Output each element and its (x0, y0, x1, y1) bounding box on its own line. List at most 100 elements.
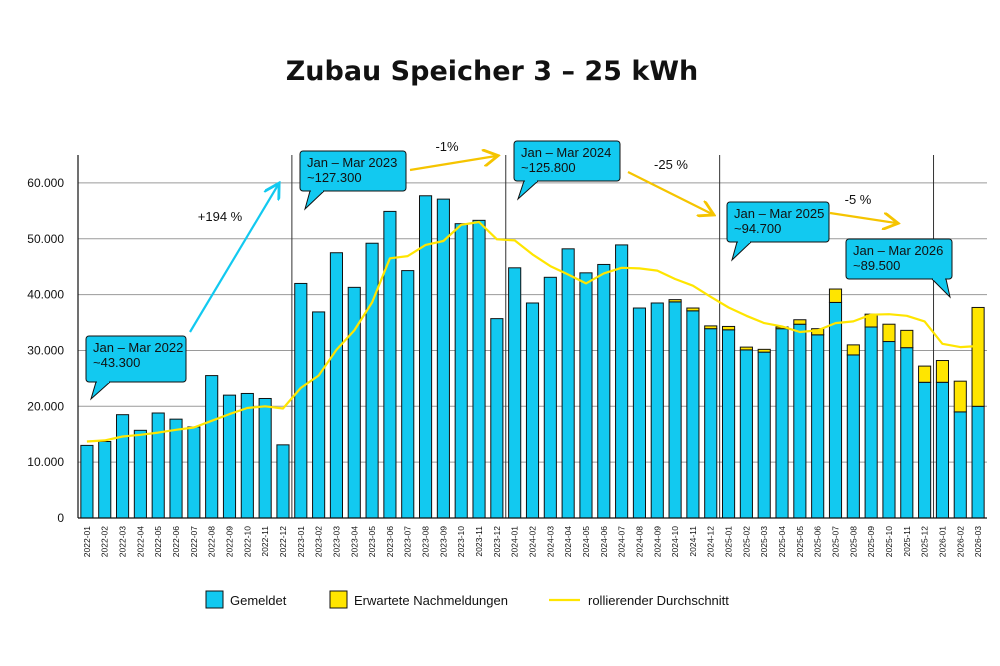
legend-label: rollierender Durchschnitt (588, 593, 729, 608)
x-tick-label: 2023-10 (456, 526, 466, 557)
callout-line: ~43.300 (93, 355, 140, 370)
callout-line: Jan – Mar 2026 (853, 243, 943, 258)
callout-line: ~94.700 (734, 221, 781, 236)
bar-gemeldet (828, 301, 843, 519)
bar-nachmeldungen (686, 307, 700, 312)
x-tick-label: 2023-05 (367, 526, 377, 557)
trend-label: +194 % (198, 209, 243, 224)
bar-gemeldet (258, 397, 272, 519)
bar-gemeldet (294, 282, 308, 519)
x-tick-label: 2024-02 (528, 526, 538, 557)
bar-nachmeldungen (935, 360, 950, 383)
year-separators (291, 155, 935, 518)
bar-gemeldet (793, 323, 807, 519)
y-tick-label: 0 (57, 511, 64, 525)
x-tick-label: 2026-03 (973, 526, 983, 557)
bar-nachmeldungen (721, 325, 736, 331)
x-tick-label: 2025-08 (848, 526, 858, 557)
trend-arrow (409, 156, 496, 172)
bar-gemeldet (401, 270, 415, 519)
x-tick-label: 2025-02 (741, 526, 751, 557)
bar-gemeldet (953, 411, 967, 519)
callout-box: Jan – Mar 2026~89.500 (845, 238, 953, 299)
rolling-average-polyline (86, 220, 979, 443)
x-tick-label: 2025-01 (724, 526, 734, 557)
callout-rect (299, 150, 407, 192)
x-tick-label: 2023-01 (296, 526, 306, 557)
bar-gemeldet (276, 444, 290, 519)
x-tick-label: 2025-04 (777, 526, 787, 557)
callout-line: Jan – Mar 2024 (521, 145, 611, 160)
bar-gemeldet (525, 302, 540, 519)
x-tick-label: 2023-03 (331, 526, 341, 557)
x-tick-label: 2025-03 (759, 526, 769, 557)
bar-nachmeldungen (971, 306, 985, 407)
bar-gemeldet (668, 301, 682, 519)
bar-gemeldet (98, 440, 112, 519)
y-tick-label: 40.000 (27, 288, 64, 302)
callout-line: ~125.800 (521, 160, 576, 175)
bar-gemeldet (775, 328, 789, 519)
bar-gemeldet (918, 381, 932, 519)
callout-tail (304, 190, 326, 211)
x-tick-label: 2024-05 (581, 526, 591, 557)
bar-gemeldet (597, 263, 611, 519)
x-tick-label: 2024-12 (706, 526, 716, 557)
bar-gemeldet (561, 248, 575, 519)
bar-gemeldet (882, 341, 896, 519)
bar-gemeldet (436, 198, 450, 519)
chart-title: Zubau Speicher 3 – 25 kWh (286, 56, 699, 87)
callout-rect (845, 238, 953, 280)
x-tick-label: 2022-08 (207, 526, 217, 557)
x-tick-label: 2024-08 (634, 526, 644, 557)
x-tick-label: 2023-06 (385, 526, 395, 557)
bar-gemeldet (151, 412, 165, 519)
x-tick-label: 2025-12 (920, 526, 930, 557)
bar-nachmeldungen (882, 323, 896, 343)
callout-line: ~127.300 (307, 170, 362, 185)
bar-nachmeldungen (828, 288, 843, 303)
bar-gemeldet (115, 414, 130, 519)
x-tick-label: 2025-05 (795, 526, 805, 557)
bar-nachmeldungen (704, 325, 718, 330)
legend-swatch (205, 590, 224, 609)
bars (80, 195, 985, 519)
bar-gemeldet (757, 351, 771, 519)
y-tick-label: 60.000 (27, 176, 64, 190)
bar-nachmeldungen (757, 348, 771, 353)
bar-gemeldet (632, 307, 647, 519)
bar-gemeldet (739, 349, 753, 519)
legend: Gemeldet Erwartete Nachmeldungen rollieren… (205, 590, 729, 609)
bar-gemeldet (721, 329, 736, 519)
bar-gemeldet (472, 219, 486, 519)
x-tick-label: 2022-09 (225, 526, 235, 557)
trend-arrow (627, 171, 712, 214)
x-tick-label: 2025-09 (866, 526, 876, 557)
x-tick-label: 2022-06 (171, 526, 181, 557)
trend-label: -5 % (845, 192, 872, 207)
callout-line: ~89.500 (853, 258, 900, 273)
trend-arrow (189, 185, 278, 333)
x-tick-label: 2025-06 (813, 526, 823, 557)
axes: 0 10.000 20.000 30.000 40.000 50.000 60.000 202… (27, 155, 987, 557)
callout-line: Jan – Mar 2022 (93, 340, 183, 355)
callout-box: Jan – Mar 2022~43.300 (85, 335, 187, 401)
callout-rect (726, 201, 830, 243)
callout-tail (90, 381, 112, 401)
bar-gemeldet (900, 347, 914, 519)
callout-box: Jan – Mar 2024~125.800 (513, 140, 621, 201)
x-tick-label: 2023-07 (403, 526, 413, 557)
x-tick-label: 2025-10 (884, 526, 894, 557)
x-tick-label: 2022-12 (278, 526, 288, 557)
x-tick-label: 2024-01 (510, 526, 520, 557)
rolling-average-line (86, 220, 979, 443)
x-tick-label: 2023-08 (421, 526, 431, 557)
x-tick-label: 2025-07 (831, 526, 841, 557)
bar-gemeldet (454, 223, 468, 519)
bar-gemeldet (543, 276, 557, 519)
bar-nachmeldungen (846, 344, 860, 356)
bar-gemeldet (846, 354, 860, 519)
bar-gemeldet (686, 310, 700, 519)
bar-gemeldet (971, 405, 985, 519)
x-tick-label: 2024-11 (688, 526, 698, 557)
